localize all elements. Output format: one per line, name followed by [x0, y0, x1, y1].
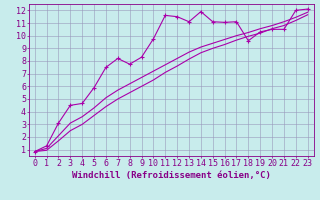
X-axis label: Windchill (Refroidissement éolien,°C): Windchill (Refroidissement éolien,°C): [72, 171, 271, 180]
